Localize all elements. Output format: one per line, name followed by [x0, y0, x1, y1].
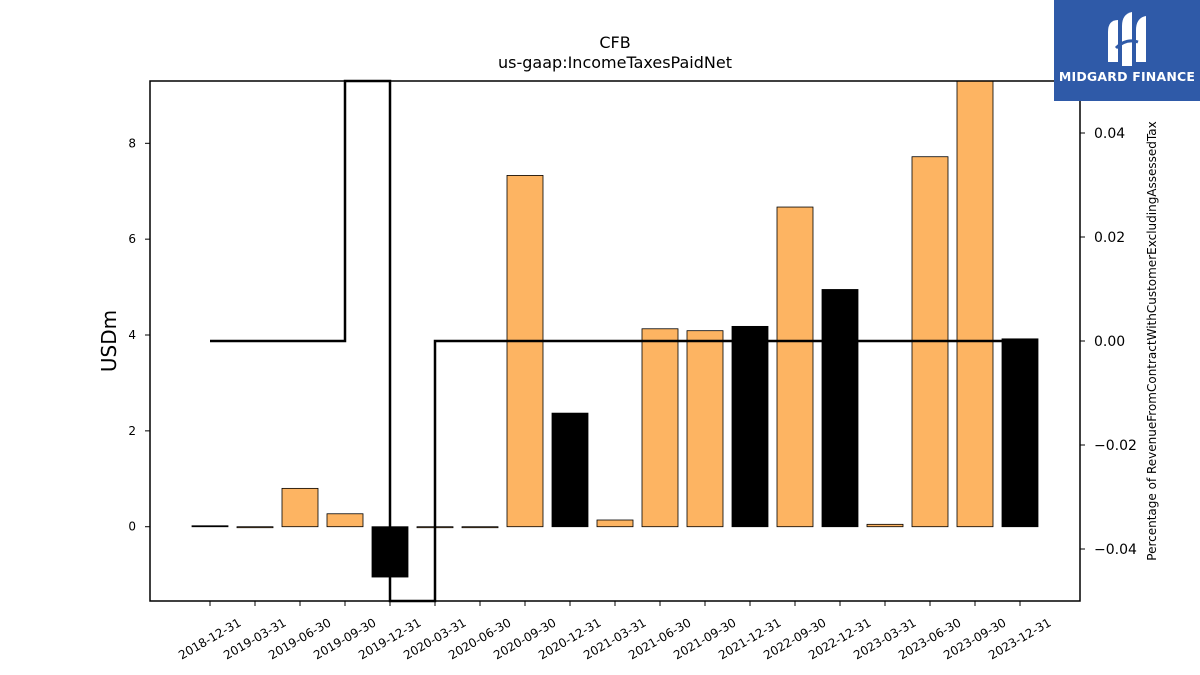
bars-group [191, 80, 1039, 578]
bar-2019-03-31 [236, 526, 274, 529]
bar-2019-09-30 [326, 513, 364, 528]
bar-2022-12-31 [821, 289, 859, 528]
bar-2023-12-31 [1001, 338, 1039, 528]
y2-axis-ticks: −0.04 −0.02 0.00 0.02 0.04 [1080, 126, 1137, 558]
x-axis-ticks: 2018-12-312019-03-312019-06-302019-09-30… [176, 601, 1054, 662]
chart-title: CFB [599, 33, 630, 52]
bar-2023-03-31 [866, 523, 904, 528]
y2-axis-label: Percentage of RevenueFromContractWithCus… [1145, 121, 1159, 560]
bar-2020-06-30 [461, 526, 499, 529]
bar-2021-06-30 [641, 328, 679, 528]
secondary-line-group [210, 79, 1020, 603]
y2-tick-label: 0.00 [1094, 334, 1125, 350]
y-axis-ticks: 0 2 4 6 8 [128, 136, 150, 534]
logo-text: MIDGARD FINANCE [1058, 69, 1196, 84]
y-tick-label: 0 [128, 520, 136, 534]
y2-tick-label: −0.04 [1094, 542, 1137, 558]
bar-2018-12-31 [191, 525, 229, 528]
y-tick-label: 2 [128, 424, 136, 438]
bar-2021-12-31 [731, 325, 769, 528]
y2-tick-label: −0.02 [1094, 438, 1137, 454]
y-tick-label: 6 [128, 232, 136, 246]
bar-2023-09-30 [956, 80, 994, 528]
midgard-finance-logo: MIDGARD FINANCE [1054, 0, 1200, 101]
bar-2019-06-30 [281, 487, 319, 528]
y-axis-label: USDm [97, 310, 121, 372]
secondary-line [210, 79, 1020, 603]
bar-2021-09-30 [686, 330, 724, 528]
y2-tick-label: 0.04 [1094, 126, 1125, 142]
midgard-logo-icon [1108, 12, 1146, 66]
chart-subtitle: us-gaap:IncomeTaxesPaidNet [498, 53, 732, 72]
bar-2022-09-30 [776, 206, 814, 528]
bar-2020-12-31 [551, 412, 589, 528]
y2-tick-label: 0.02 [1094, 230, 1125, 246]
y-tick-label: 8 [128, 136, 136, 150]
bar-2020-09-30 [506, 175, 544, 528]
y-tick-label: 4 [128, 328, 136, 342]
bar-2021-03-31 [596, 519, 634, 528]
